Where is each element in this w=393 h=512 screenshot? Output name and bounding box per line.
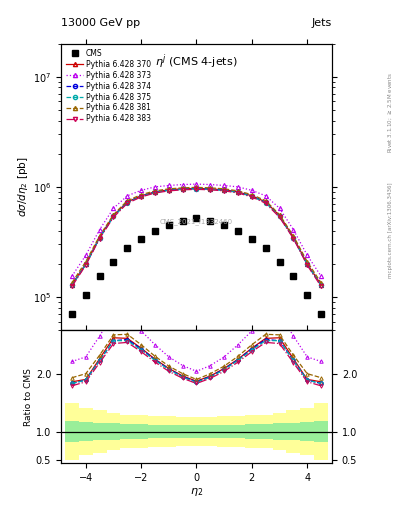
Text: Rivet 3.1.10; $\geq$ 2.5M events: Rivet 3.1.10; $\geq$ 2.5M events (386, 72, 393, 153)
Text: Jets: Jets (312, 18, 332, 28)
Text: $\eta^j$ (CMS 4-jets): $\eta^j$ (CMS 4-jets) (155, 52, 238, 71)
Text: 13000 GeV pp: 13000 GeV pp (61, 18, 140, 28)
Text: mcplots.cern.ch [arXiv:1306.3436]: mcplots.cern.ch [arXiv:1306.3436] (388, 183, 393, 278)
Y-axis label: $d\sigma/d\eta_2$ [pb]: $d\sigma/d\eta_2$ [pb] (16, 157, 30, 217)
X-axis label: $\eta_2$: $\eta_2$ (190, 486, 203, 498)
Y-axis label: Ratio to CMS: Ratio to CMS (24, 368, 33, 426)
Text: CMS_2021_I1932460: CMS_2021_I1932460 (160, 218, 233, 225)
Legend: CMS, Pythia 6.428 370, Pythia 6.428 373, Pythia 6.428 374, Pythia 6.428 375, Pyt: CMS, Pythia 6.428 370, Pythia 6.428 373,… (65, 47, 153, 125)
